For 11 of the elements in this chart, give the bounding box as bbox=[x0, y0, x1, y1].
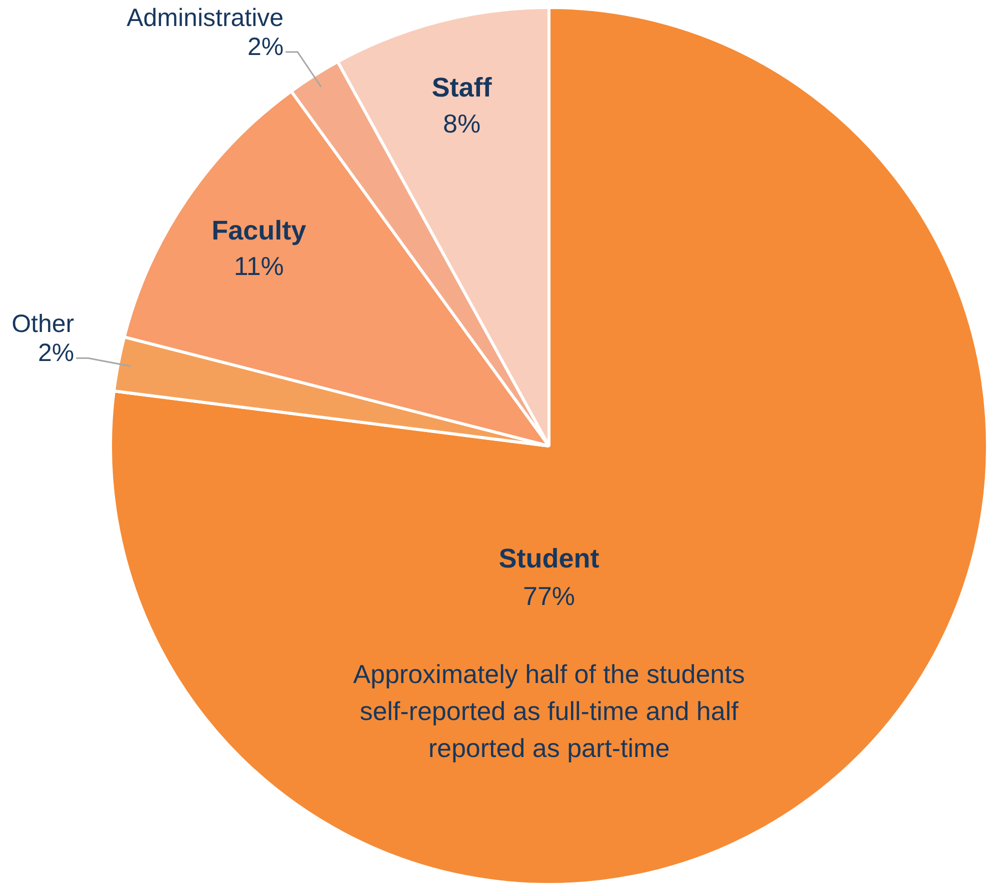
text: Approximately half of the students self-reported as full-time and half reported as part-time bbox=[353, 659, 745, 764]
data-label: 8% bbox=[442, 108, 481, 138]
slice-label: Student bbox=[498, 543, 600, 574]
data-label: 77% bbox=[522, 581, 576, 612]
slice-label: Staff bbox=[432, 72, 493, 103]
slice-label: Faculty bbox=[212, 215, 306, 246]
data-label: 2% bbox=[247, 32, 284, 61]
slice-label: Administrative bbox=[126, 4, 284, 32]
data-label: 11% bbox=[234, 250, 284, 281]
data-label: 2% bbox=[38, 338, 74, 367]
slice-label: Other bbox=[12, 310, 74, 338]
